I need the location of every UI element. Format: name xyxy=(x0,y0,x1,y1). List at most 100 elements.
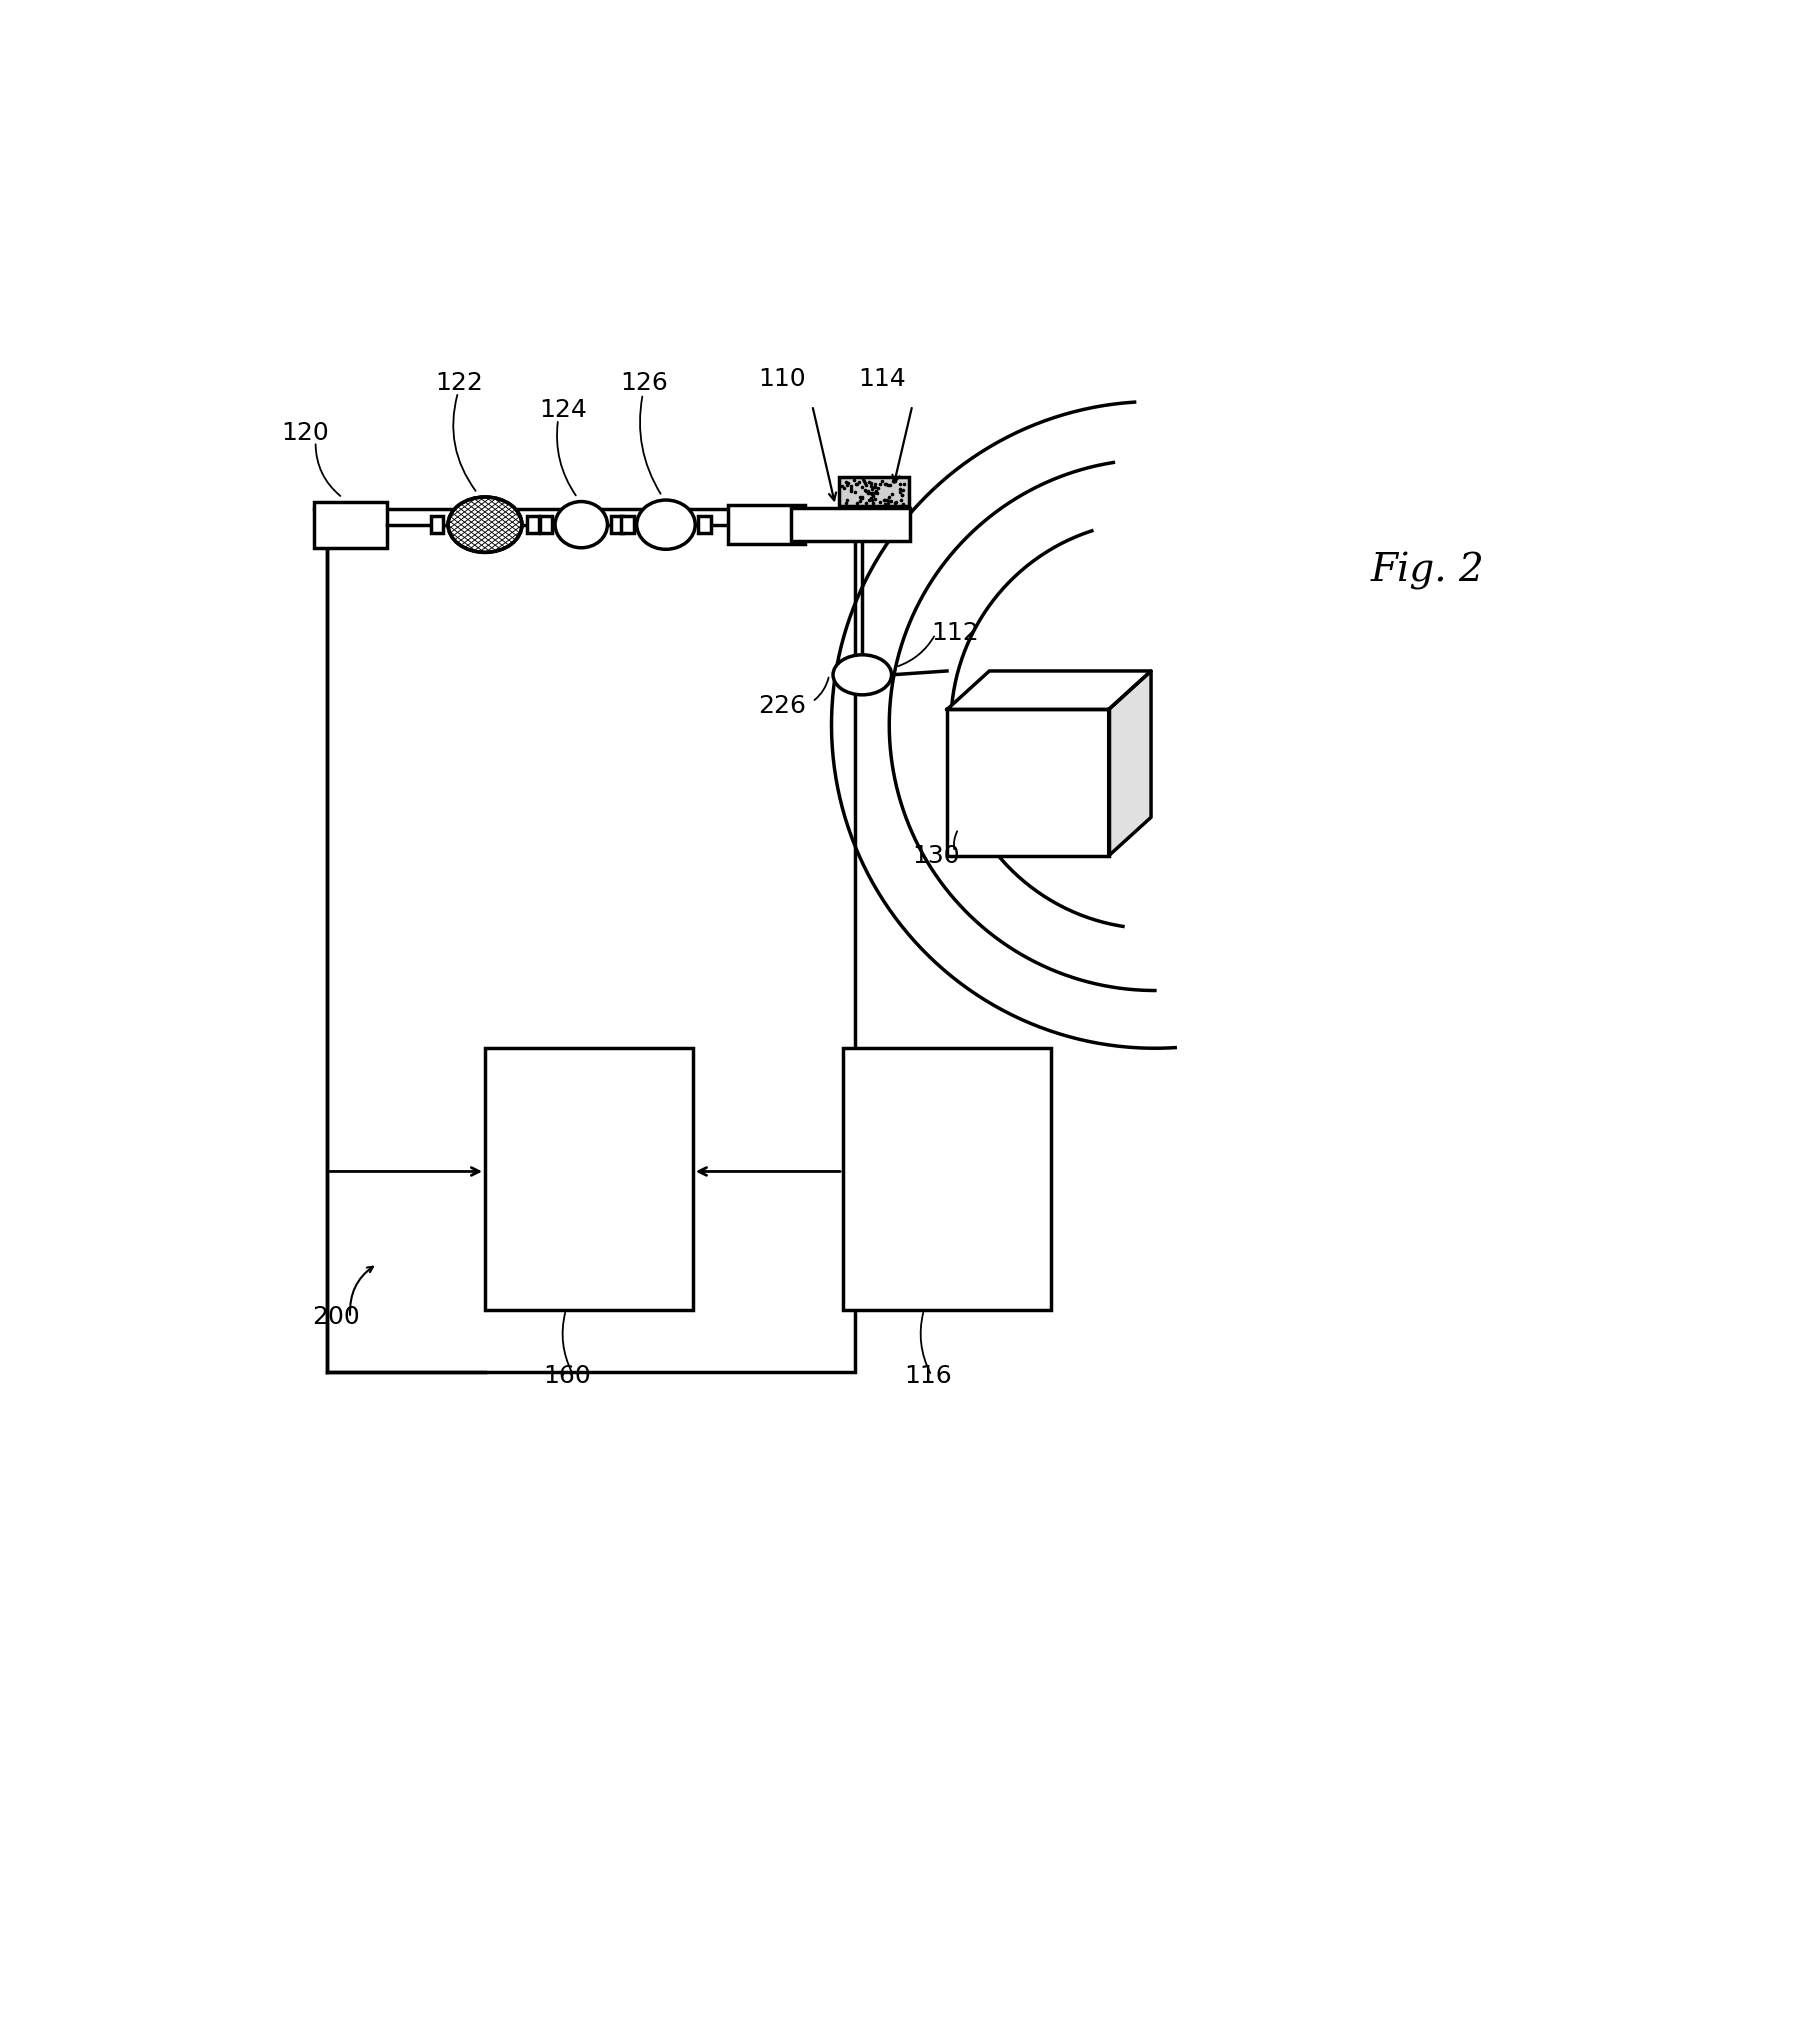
Bar xyxy=(791,509,911,541)
Point xyxy=(853,474,882,507)
Point xyxy=(858,484,887,517)
Bar xyxy=(610,517,623,533)
Point xyxy=(871,468,900,501)
Bar xyxy=(947,709,1108,856)
Point xyxy=(842,468,871,501)
Point xyxy=(877,478,906,511)
Point xyxy=(851,468,880,501)
Point xyxy=(875,468,904,501)
Point xyxy=(848,482,877,515)
Text: 120: 120 xyxy=(281,421,330,445)
Bar xyxy=(313,503,388,548)
Point xyxy=(831,486,860,519)
Point xyxy=(857,478,886,511)
Bar xyxy=(838,476,909,507)
Point xyxy=(867,466,896,498)
Point xyxy=(838,464,867,496)
Point xyxy=(869,488,898,521)
Point xyxy=(873,484,902,517)
Point xyxy=(889,488,918,521)
Point xyxy=(851,468,880,501)
Bar xyxy=(328,509,855,1371)
Point xyxy=(858,480,887,513)
Point xyxy=(855,476,884,509)
Point xyxy=(837,474,866,507)
Text: 112: 112 xyxy=(931,621,980,646)
Point xyxy=(880,486,909,519)
Point xyxy=(831,466,860,498)
Point xyxy=(880,464,909,496)
Polygon shape xyxy=(1108,670,1152,856)
Point xyxy=(858,486,887,519)
Bar xyxy=(728,505,804,543)
Ellipse shape xyxy=(556,503,607,548)
Point xyxy=(857,476,886,509)
Point xyxy=(873,468,902,501)
Point xyxy=(855,466,884,498)
Text: 114: 114 xyxy=(858,368,906,390)
Bar xyxy=(431,517,444,533)
Point xyxy=(857,470,886,503)
Point xyxy=(848,480,877,513)
Point xyxy=(855,484,884,517)
Point xyxy=(858,472,887,505)
Point xyxy=(851,486,880,519)
Point xyxy=(848,482,877,515)
Point xyxy=(833,468,862,501)
Bar xyxy=(621,517,634,533)
Point xyxy=(887,478,916,511)
Bar xyxy=(699,517,710,533)
Point xyxy=(864,472,893,505)
Text: 200: 200 xyxy=(311,1305,360,1330)
Point xyxy=(848,464,877,496)
Text: 126: 126 xyxy=(619,372,668,394)
Point xyxy=(862,476,891,509)
Point xyxy=(828,470,857,503)
Point xyxy=(833,484,862,517)
Text: 226: 226 xyxy=(759,695,806,719)
Text: 116: 116 xyxy=(906,1365,953,1389)
Point xyxy=(848,470,877,503)
Point xyxy=(857,482,886,515)
Point xyxy=(886,472,915,505)
Point xyxy=(837,474,866,507)
Point xyxy=(829,472,858,505)
Point xyxy=(862,474,891,507)
Point xyxy=(860,470,889,503)
Ellipse shape xyxy=(447,496,522,552)
Point xyxy=(860,472,889,505)
Point xyxy=(846,480,875,513)
Point xyxy=(846,484,875,517)
Ellipse shape xyxy=(833,656,891,695)
Point xyxy=(877,484,906,517)
Point xyxy=(866,468,895,501)
Point xyxy=(878,464,907,496)
Point xyxy=(875,484,904,517)
Text: 122: 122 xyxy=(435,372,484,394)
Point xyxy=(887,478,916,511)
Point xyxy=(871,468,900,501)
Point xyxy=(833,466,862,498)
Point xyxy=(844,466,873,498)
Point xyxy=(849,474,878,507)
Point xyxy=(855,476,884,509)
Point xyxy=(873,486,902,519)
Point xyxy=(860,468,889,501)
Point xyxy=(886,468,915,501)
Point xyxy=(866,486,895,519)
Point xyxy=(869,484,898,517)
Point xyxy=(851,474,880,507)
Point xyxy=(849,464,878,496)
Point xyxy=(860,482,889,515)
Text: 124: 124 xyxy=(540,398,587,421)
Ellipse shape xyxy=(637,501,695,550)
Bar xyxy=(527,517,540,533)
Text: 160: 160 xyxy=(543,1365,590,1389)
Text: 130: 130 xyxy=(913,844,960,868)
Point xyxy=(871,484,900,517)
Text: Fig. 2: Fig. 2 xyxy=(1371,552,1485,590)
Point xyxy=(882,486,911,519)
Point xyxy=(842,486,871,519)
Bar xyxy=(485,1048,694,1310)
Text: 110: 110 xyxy=(759,368,806,390)
